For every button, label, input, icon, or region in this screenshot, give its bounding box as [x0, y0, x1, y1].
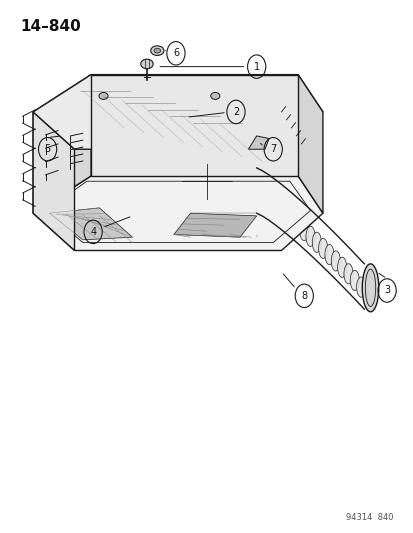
- Ellipse shape: [186, 164, 227, 198]
- Text: 7: 7: [269, 144, 276, 154]
- Polygon shape: [33, 75, 91, 213]
- Text: 94314  840: 94314 840: [345, 513, 392, 522]
- Polygon shape: [33, 112, 74, 251]
- Ellipse shape: [356, 277, 365, 297]
- Ellipse shape: [324, 245, 333, 265]
- Text: 2: 2: [232, 107, 239, 117]
- Polygon shape: [50, 208, 132, 240]
- Ellipse shape: [343, 264, 352, 284]
- Text: 6: 6: [173, 49, 178, 58]
- Ellipse shape: [261, 190, 270, 210]
- Ellipse shape: [255, 186, 264, 206]
- Polygon shape: [91, 75, 297, 176]
- Ellipse shape: [337, 257, 346, 278]
- Polygon shape: [297, 75, 322, 213]
- Ellipse shape: [178, 157, 235, 205]
- Ellipse shape: [318, 238, 327, 259]
- Polygon shape: [33, 176, 322, 251]
- Text: 3: 3: [383, 286, 389, 295]
- Ellipse shape: [150, 46, 164, 55]
- Polygon shape: [248, 136, 268, 149]
- Text: 1: 1: [253, 62, 259, 71]
- Ellipse shape: [349, 270, 358, 290]
- Text: 4: 4: [90, 227, 96, 237]
- Polygon shape: [58, 91, 297, 240]
- Polygon shape: [83, 91, 124, 171]
- Ellipse shape: [311, 232, 320, 253]
- Text: 8: 8: [301, 291, 306, 301]
- Polygon shape: [83, 91, 281, 128]
- Ellipse shape: [154, 48, 160, 53]
- Text: 14–840: 14–840: [21, 19, 81, 34]
- Polygon shape: [83, 133, 281, 171]
- Ellipse shape: [140, 59, 153, 69]
- Ellipse shape: [256, 182, 272, 218]
- Ellipse shape: [292, 215, 301, 235]
- Ellipse shape: [99, 93, 108, 100]
- Ellipse shape: [330, 251, 339, 271]
- Polygon shape: [240, 91, 281, 171]
- Ellipse shape: [305, 226, 314, 246]
- Ellipse shape: [210, 93, 219, 100]
- Ellipse shape: [267, 194, 276, 214]
- Ellipse shape: [361, 264, 378, 312]
- Ellipse shape: [286, 209, 295, 230]
- Polygon shape: [33, 75, 322, 149]
- Polygon shape: [173, 213, 256, 237]
- Ellipse shape: [280, 204, 289, 224]
- Ellipse shape: [274, 199, 283, 219]
- Text: 5: 5: [44, 144, 51, 154]
- Ellipse shape: [299, 220, 308, 240]
